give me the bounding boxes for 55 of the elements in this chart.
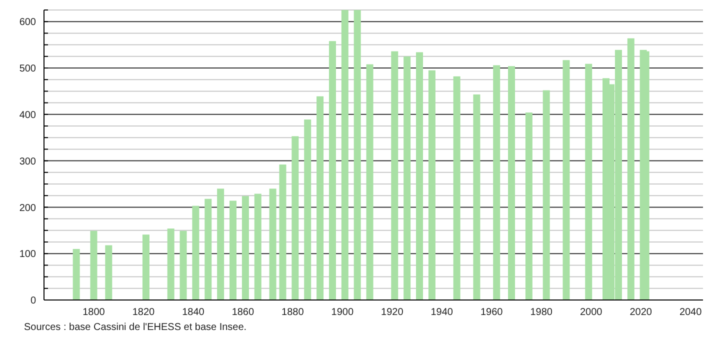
x-tick-label: 1960 bbox=[480, 307, 504, 318]
bar bbox=[328, 41, 336, 300]
source-note: Sources : base Cassini de l'EHESS et base Insee. bbox=[24, 322, 248, 333]
x-tick-label: 1840 bbox=[182, 307, 205, 318]
bar bbox=[105, 245, 112, 300]
bar bbox=[90, 230, 98, 300]
x-tick-label: 1860 bbox=[232, 307, 255, 318]
bar bbox=[230, 200, 236, 300]
x-tick-label: 2000 bbox=[580, 307, 603, 318]
bar bbox=[304, 120, 312, 300]
bar bbox=[627, 38, 634, 300]
bar bbox=[192, 206, 200, 300]
x-tick-label: 1920 bbox=[381, 307, 404, 318]
bar bbox=[354, 10, 361, 300]
y-tick-label: 600 bbox=[19, 17, 36, 28]
bar bbox=[428, 70, 436, 300]
bar bbox=[204, 198, 212, 300]
x-tick-label: 1880 bbox=[282, 307, 304, 318]
bar bbox=[585, 64, 592, 300]
y-tick-label: 0 bbox=[30, 296, 36, 307]
bar bbox=[525, 112, 532, 300]
bar bbox=[142, 234, 150, 300]
y-tick-label: 100 bbox=[19, 249, 36, 260]
bar bbox=[341, 10, 348, 300]
x-tick-label: 2040 bbox=[679, 307, 702, 318]
y-tick-label: 400 bbox=[19, 110, 36, 121]
bar bbox=[366, 64, 374, 300]
bar bbox=[453, 76, 460, 300]
x-tick-label: 1820 bbox=[132, 307, 156, 318]
bar bbox=[404, 56, 411, 300]
bar bbox=[242, 196, 249, 300]
bar bbox=[391, 51, 398, 300]
bar bbox=[508, 66, 516, 300]
y-tick-label: 300 bbox=[19, 156, 36, 168]
y-tick-label: 500 bbox=[19, 64, 36, 75]
x-tick-label: 1800 bbox=[82, 307, 106, 318]
bar bbox=[254, 194, 262, 300]
bar bbox=[416, 52, 424, 300]
bar bbox=[167, 228, 174, 300]
bar bbox=[473, 94, 480, 300]
bar bbox=[562, 60, 570, 300]
bar bbox=[217, 188, 224, 300]
bar bbox=[180, 230, 187, 300]
x-tick-label: 1900 bbox=[331, 307, 354, 318]
x-tick-label: 1940 bbox=[430, 307, 454, 318]
bar bbox=[542, 90, 550, 300]
x-tick-label: 1980 bbox=[530, 307, 553, 318]
x-tick-label: 2020 bbox=[630, 307, 652, 318]
bar bbox=[72, 248, 80, 300]
bar bbox=[292, 136, 299, 300]
bar bbox=[316, 96, 324, 300]
bar bbox=[279, 164, 286, 300]
y-tick-label: 200 bbox=[19, 202, 36, 214]
bar bbox=[269, 188, 276, 300]
bar bbox=[493, 65, 500, 300]
